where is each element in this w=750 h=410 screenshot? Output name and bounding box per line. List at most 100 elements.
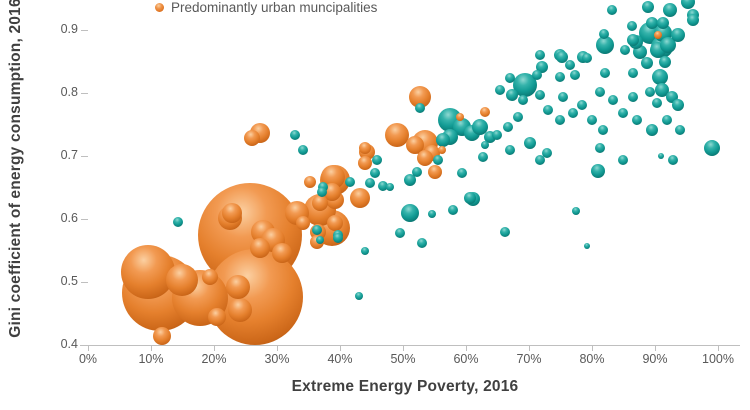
bubble-urban — [350, 188, 371, 209]
x-tick — [592, 345, 593, 351]
bubble-urban — [438, 145, 447, 154]
bubble-rural — [654, 82, 669, 97]
y-tick-label: 0.4 — [60, 337, 78, 351]
bubble-urban — [406, 136, 424, 155]
x-tick — [718, 345, 719, 351]
bubble-rural — [411, 166, 422, 177]
bubble-rural — [607, 4, 618, 15]
bubble-rural — [532, 69, 543, 80]
x-tick-label: 80% — [579, 352, 605, 366]
x-tick-label: 100% — [702, 352, 734, 366]
bubble-rural — [627, 91, 638, 102]
bubble-rural — [617, 154, 628, 165]
x-tick — [655, 345, 656, 351]
bubble-urban — [222, 202, 243, 223]
bubble-urban — [384, 123, 409, 148]
bubble-urban — [358, 155, 373, 170]
bubble-rural — [617, 108, 628, 119]
bubble-rural — [435, 133, 450, 148]
bubble-urban — [227, 297, 252, 322]
bubble-urban — [208, 308, 227, 327]
x-tick-label: 30% — [264, 352, 290, 366]
bubble-rural — [595, 86, 606, 97]
bubble-rural — [645, 17, 658, 30]
bubble-rural — [645, 86, 655, 97]
x-tick — [529, 345, 530, 351]
bubble-rural — [658, 153, 665, 159]
bubble-rural — [659, 56, 672, 69]
bubble-rural — [513, 111, 524, 122]
bubble-rural — [517, 94, 528, 105]
bubble-rural — [572, 206, 581, 215]
bubble-urban — [428, 164, 443, 179]
y-tick-label: 0.7 — [60, 148, 78, 162]
y-tick-label: 0.9 — [60, 22, 78, 36]
bubble-rural — [372, 154, 383, 165]
bubble-rural — [672, 99, 685, 111]
bubble-rural — [591, 164, 606, 179]
bubble-rural — [600, 67, 611, 78]
bubble-rural — [626, 21, 637, 32]
bubble-rural — [480, 140, 489, 149]
bubble-rural — [596, 36, 615, 55]
bubble-rural — [584, 243, 590, 250]
bubble-urban — [311, 195, 328, 212]
bubble-urban — [409, 85, 431, 108]
x-tick-label: 10% — [138, 352, 164, 366]
x-axis-title: Extreme Energy Poverty, 2016 — [291, 378, 519, 395]
bubble-rural — [524, 136, 537, 149]
bubble-urban — [202, 269, 219, 285]
bubble-rural — [503, 122, 514, 132]
bubble-rural — [471, 119, 488, 135]
bubble-rural — [370, 168, 381, 178]
bubble-rural — [607, 94, 618, 105]
x-tick-label: 90% — [642, 352, 668, 366]
bubble-rural — [555, 51, 568, 64]
bubble-urban — [417, 149, 434, 166]
bubble-urban — [225, 275, 250, 299]
x-tick — [277, 345, 278, 351]
bubble-rural — [599, 28, 609, 39]
bubble-rural — [565, 60, 575, 71]
x-tick-label: 40% — [327, 352, 353, 366]
x-tick — [214, 345, 215, 351]
bubble-rural — [385, 182, 394, 191]
bubble-rural — [640, 56, 653, 69]
bubble-rural — [703, 139, 720, 156]
bubble-rural — [568, 108, 579, 119]
x-axis-line — [80, 345, 740, 346]
bubble-rural — [582, 52, 592, 63]
bubble-rural — [542, 147, 553, 158]
bubble-rural — [587, 115, 597, 126]
x-tick — [466, 345, 467, 351]
bubble-urban — [479, 106, 490, 117]
bubble-rural — [542, 105, 553, 115]
bubble-rural — [657, 17, 670, 30]
bubble-urban — [359, 141, 372, 154]
bubble-rural — [315, 235, 324, 244]
bubble-rural — [447, 205, 458, 216]
bubble-rural — [675, 125, 686, 136]
y-tick — [81, 345, 88, 346]
x-tick — [151, 345, 152, 351]
bubble-rural — [686, 13, 699, 26]
bubble-rural — [660, 37, 677, 54]
bubble-rural — [631, 115, 642, 126]
bubble-rural — [671, 28, 686, 42]
bubble-urban — [303, 175, 316, 188]
y-axis-title: Gini coefficient of energy consumption, … — [7, 0, 24, 338]
bubble-rural — [173, 217, 184, 228]
bubble-urban — [152, 327, 171, 346]
bubble-urban — [455, 112, 464, 121]
bubble-rural — [316, 186, 327, 197]
y-tick-label: 0.8 — [60, 85, 78, 99]
bubble-rural — [394, 227, 405, 238]
bubble-rural — [400, 203, 419, 222]
bubble-rural — [645, 124, 658, 137]
x-tick-label: 50% — [390, 352, 416, 366]
bubble-rural — [297, 144, 308, 155]
bubble-rural — [428, 210, 436, 218]
bubble-urban — [295, 215, 310, 230]
bubble-rural — [642, 0, 655, 13]
x-tick — [88, 345, 89, 351]
